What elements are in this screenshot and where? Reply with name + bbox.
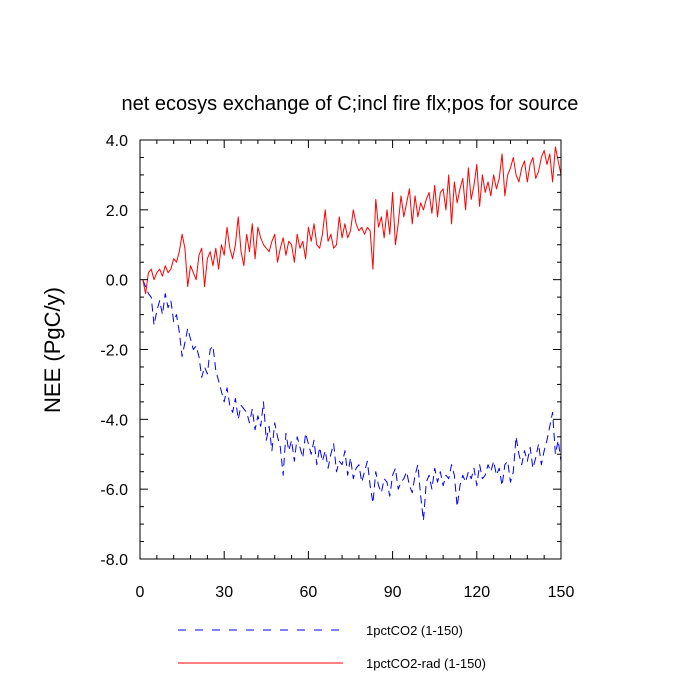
plot-frame: [139, 139, 562, 560]
axes: 0 30 60 90 120 150 -8.0 -6.0 -4.0 -2.0 0.0 2.0 4.0: [100, 133, 574, 601]
legend-label-2: 1pctCO2-rad (1-150): [366, 656, 486, 671]
y-tick-label: -4.0: [100, 412, 128, 429]
y-tick-label: -8.0: [100, 552, 128, 569]
x-tick-label: 0: [136, 584, 145, 601]
series-line-2: [142, 146, 562, 295]
x-tick-label: 90: [384, 584, 402, 601]
y-tick-label: -2.0: [100, 343, 128, 360]
legend-label-1: 1pctCO2 (1-150): [366, 623, 463, 638]
y-tick-label: 4.0: [106, 133, 128, 150]
legend: 1pctCO2 (1-150) 1pctCO2-rad (1-150): [178, 623, 486, 671]
x-tick-label: 150: [548, 584, 575, 601]
y-tick-label: 2.0: [106, 203, 128, 220]
y-axis-label: NEE (PgC/y): [40, 287, 65, 413]
x-tick-label: 60: [300, 584, 318, 601]
chart-title: net ecosys exchange of C;incl fire flx;p…: [122, 93, 579, 115]
y-tick-label: 0.0: [106, 273, 128, 290]
y-axis-label-group: NEE (PgC/y): [40, 287, 65, 413]
x-tick-label: 30: [215, 584, 233, 601]
y-tick-label: -6.0: [100, 482, 128, 499]
plot-data: [142, 146, 562, 522]
series-line-1: [142, 279, 562, 522]
x-tick-label: 120: [463, 584, 490, 601]
